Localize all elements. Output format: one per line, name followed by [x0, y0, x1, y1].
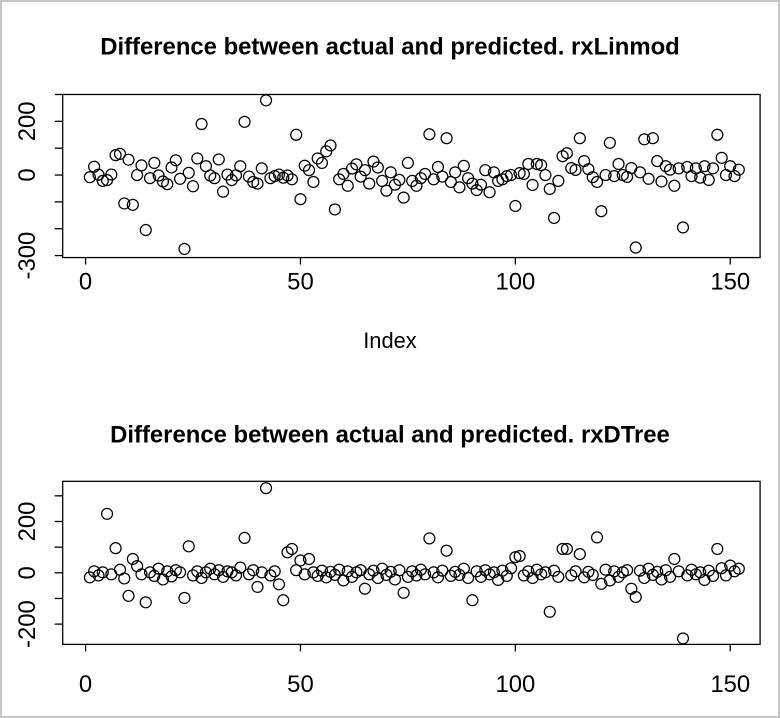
svg-text:0: 0 — [79, 671, 92, 698]
plot-box — [62, 93, 761, 259]
plot-rxlinmod: Difference between actual and predicted.… — [14, 34, 761, 353]
svg-text:0: 0 — [14, 566, 41, 579]
svg-text:200: 200 — [14, 101, 41, 141]
svg-text:-200: -200 — [14, 600, 41, 648]
svg-text:100: 100 — [495, 268, 535, 295]
y-axis: 200 0 -300 — [14, 93, 63, 280]
plot-title-rxlinmod: Difference between actual and predicted.… — [100, 34, 680, 61]
plot-box — [62, 480, 761, 646]
x-axis-label-index: Index — [363, 328, 417, 353]
svg-text:-300: -300 — [14, 232, 41, 280]
svg-text:50: 50 — [287, 671, 314, 698]
x-axis: 0 50 100 150 — [79, 257, 750, 295]
svg-text:200: 200 — [14, 502, 41, 542]
svg-text:150: 150 — [710, 268, 750, 295]
svg-text:0: 0 — [14, 168, 41, 181]
plot-rxdtree: Difference between actual and predicted.… — [14, 422, 761, 698]
svg-text:100: 100 — [495, 671, 535, 698]
svg-text:150: 150 — [710, 671, 750, 698]
svg-text:0: 0 — [79, 268, 92, 295]
x-axis: 0 50 100 150 — [79, 644, 750, 698]
svg-text:50: 50 — [287, 268, 314, 295]
y-axis: 200 0 -200 — [14, 495, 63, 648]
data-points — [83, 482, 745, 645]
data-points — [83, 94, 745, 256]
plot-title-rxdtree: Difference between actual and predicted.… — [110, 422, 670, 449]
